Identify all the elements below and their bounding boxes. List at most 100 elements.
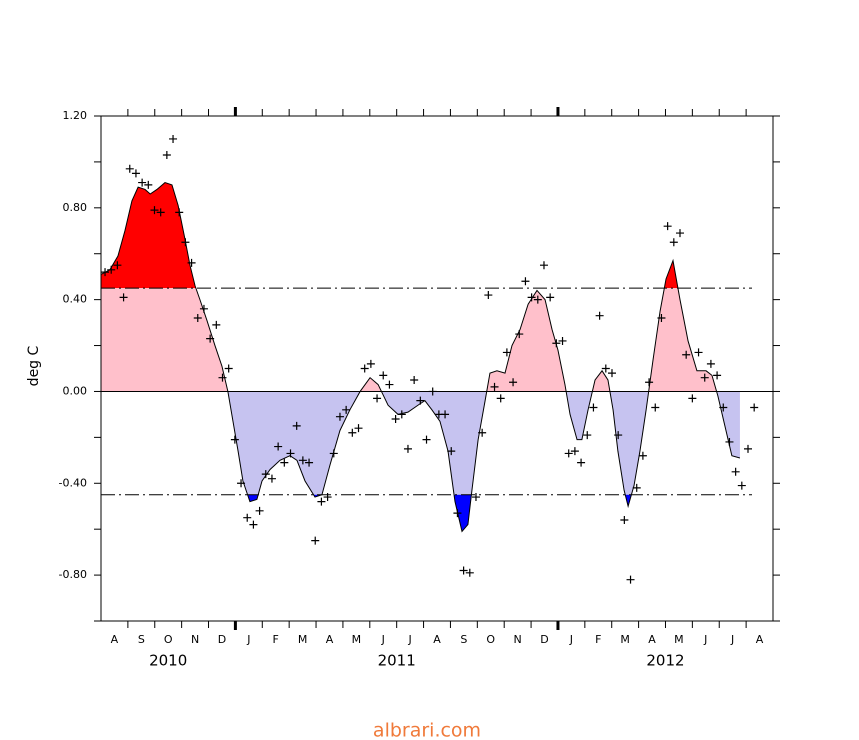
data-point	[181, 238, 190, 247]
data-point	[342, 405, 351, 414]
data-point	[502, 348, 511, 357]
data-point	[119, 293, 128, 302]
data-point	[101, 268, 110, 277]
data-point	[713, 371, 722, 380]
data-point	[267, 474, 276, 483]
data-point	[280, 458, 289, 467]
data-point	[533, 295, 542, 304]
data-point	[731, 467, 740, 476]
data-point	[255, 506, 264, 515]
y-tick-label: -0.40	[59, 476, 87, 489]
footer: albrari.com	[373, 720, 481, 740]
data-point	[583, 431, 592, 440]
data-point	[570, 447, 579, 456]
data-point	[552, 339, 561, 348]
data-point	[682, 350, 691, 359]
data-point	[410, 375, 419, 384]
data-point	[391, 415, 400, 423]
x-tick-label: J	[246, 633, 250, 646]
data-point	[156, 208, 165, 217]
data-point	[589, 403, 598, 412]
data-point	[360, 364, 369, 373]
x-tick-label: M	[620, 633, 630, 646]
data-point	[286, 449, 295, 458]
x-tick-label: J	[569, 633, 573, 646]
data-point	[224, 364, 233, 373]
data-point	[539, 261, 548, 270]
data-point	[428, 387, 437, 396]
data-point	[113, 261, 122, 270]
data-point	[657, 314, 666, 322]
data-point	[329, 449, 338, 458]
data-point	[237, 479, 246, 488]
data-point	[379, 371, 388, 380]
data-point	[335, 412, 344, 421]
data-point	[669, 238, 678, 247]
x-tick-label: J	[407, 633, 411, 646]
data-point	[441, 410, 450, 419]
data-point	[620, 516, 629, 524]
data-point	[305, 458, 314, 467]
data-point	[212, 320, 221, 329]
data-point	[546, 293, 555, 302]
data-point	[607, 369, 616, 378]
data-point	[521, 277, 530, 286]
data-point	[564, 449, 573, 458]
year-label: 2011	[378, 652, 416, 670]
data-point	[397, 410, 406, 419]
data-point	[206, 334, 215, 343]
data-point	[261, 470, 270, 479]
data-point	[453, 509, 462, 518]
data-point	[187, 258, 196, 267]
year-label: 2012	[646, 652, 684, 670]
x-tick-label: A	[433, 633, 441, 646]
data-point	[663, 222, 672, 231]
x-tick-label: J	[381, 633, 385, 646]
x-tick-label: O	[164, 633, 173, 646]
data-point	[577, 458, 586, 467]
data-point	[595, 311, 604, 320]
data-point	[626, 575, 635, 584]
smoothed-line	[100, 182, 741, 533]
x-tick-label: N	[191, 633, 199, 646]
data-point	[243, 513, 252, 522]
data-point	[601, 364, 610, 373]
x-tick-label: M	[298, 633, 308, 646]
y-tick-label: 0.80	[63, 201, 88, 214]
data-point	[509, 378, 518, 387]
fill-positive	[101, 288, 717, 392]
data-point	[484, 291, 493, 300]
data-point	[162, 151, 171, 160]
y-tick-label: -0.80	[59, 568, 87, 581]
x-tick-label: D	[218, 633, 226, 646]
data-point	[107, 265, 116, 274]
x-tick-label: O	[486, 633, 495, 646]
x-tick-label: A	[326, 633, 334, 646]
fill-strong_positive	[101, 182, 678, 289]
data-point	[416, 396, 425, 405]
data-point	[471, 493, 480, 502]
year-label: 2010	[149, 652, 187, 670]
data-point	[478, 428, 487, 437]
data-point	[218, 373, 227, 382]
data-point	[311, 536, 320, 545]
data-point	[496, 394, 505, 403]
data-point	[651, 403, 660, 412]
data-point	[688, 394, 697, 403]
x-tick-label: S	[138, 633, 145, 646]
x-tick-label: M	[674, 633, 684, 646]
data-point	[249, 520, 258, 529]
x-tick-label: F	[273, 633, 279, 646]
data-point	[490, 382, 499, 391]
data-point	[175, 208, 184, 217]
data-point	[700, 373, 709, 382]
data-point	[125, 164, 134, 173]
data-point	[719, 403, 728, 412]
y-tick-label: 0.40	[63, 293, 88, 306]
data-point	[558, 336, 567, 345]
data-point	[292, 421, 301, 430]
data-point	[193, 314, 202, 322]
data-point	[675, 229, 684, 238]
y-tick-label: 0.00	[63, 384, 88, 397]
